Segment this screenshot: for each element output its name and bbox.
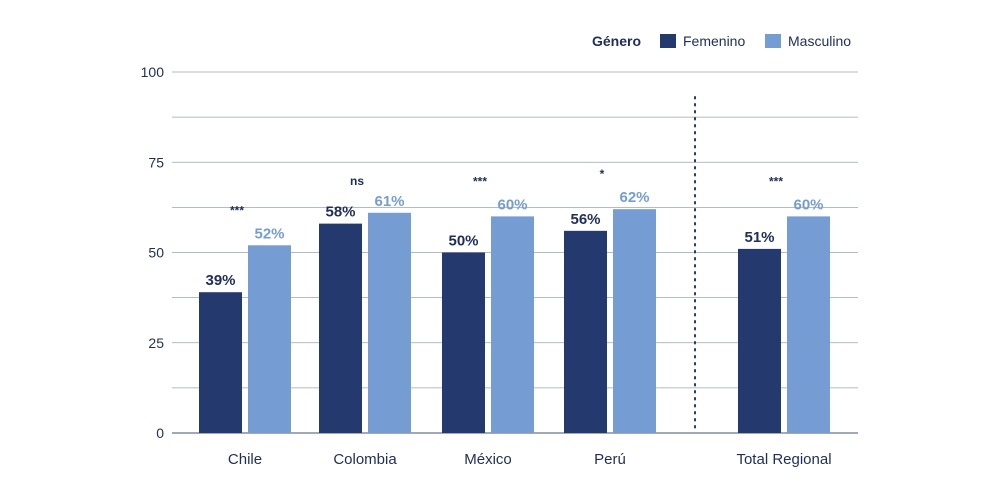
bar-femenino-4 [738, 248, 781, 433]
bar-femenino-2 [442, 252, 485, 433]
labels: 0 25 50 75 100 39% 52% Chile *** 58% 61% Colombia ns… [141, 64, 832, 468]
bar-masculino-0 [248, 245, 291, 433]
bars [199, 209, 830, 433]
legend-label-masculino: Masculino [788, 33, 851, 49]
bar-masculino-2 [491, 216, 534, 433]
data-label: 58% [325, 204, 355, 221]
data-label: 60% [793, 196, 823, 213]
data-label: 50% [448, 233, 478, 250]
x-tick-label: México [464, 451, 512, 468]
bar-femenino-1 [319, 223, 362, 433]
y-tick-label: 25 [148, 335, 164, 351]
bar-masculino-4 [787, 216, 830, 433]
y-tick-label: 50 [148, 245, 164, 261]
data-label: 62% [619, 189, 649, 206]
significance-marker: *** [473, 174, 487, 188]
x-tick-label: Total Regional [736, 451, 831, 468]
x-tick-label: Chile [228, 451, 262, 468]
x-tick-label: Colombia [333, 451, 397, 468]
y-tick-label: 100 [141, 64, 165, 80]
y-tick-label: 75 [148, 154, 164, 170]
legend-swatch-masculino [765, 34, 781, 48]
bar-masculino-1 [368, 212, 411, 433]
bar-femenino-0 [199, 292, 242, 433]
legend-title: Género [592, 33, 641, 49]
data-label: 39% [205, 272, 235, 289]
data-label: 56% [570, 211, 600, 228]
x-tick-label: Perú [594, 451, 626, 468]
data-label: 52% [254, 225, 284, 242]
data-label: 61% [374, 193, 404, 210]
y-tick-label: 0 [156, 425, 164, 441]
bar-masculino-3 [613, 209, 656, 433]
data-label: 60% [497, 196, 527, 213]
significance-marker: ns [350, 174, 364, 188]
significance-marker: *** [230, 203, 244, 217]
legend-swatch-femenino [660, 34, 676, 48]
significance-marker: *** [769, 174, 783, 188]
data-label: 51% [744, 229, 774, 246]
legend: Género Femenino Masculino [592, 33, 851, 49]
bar-femenino-3 [564, 230, 607, 433]
legend-label-femenino: Femenino [683, 33, 745, 49]
significance-marker: * [600, 167, 605, 181]
